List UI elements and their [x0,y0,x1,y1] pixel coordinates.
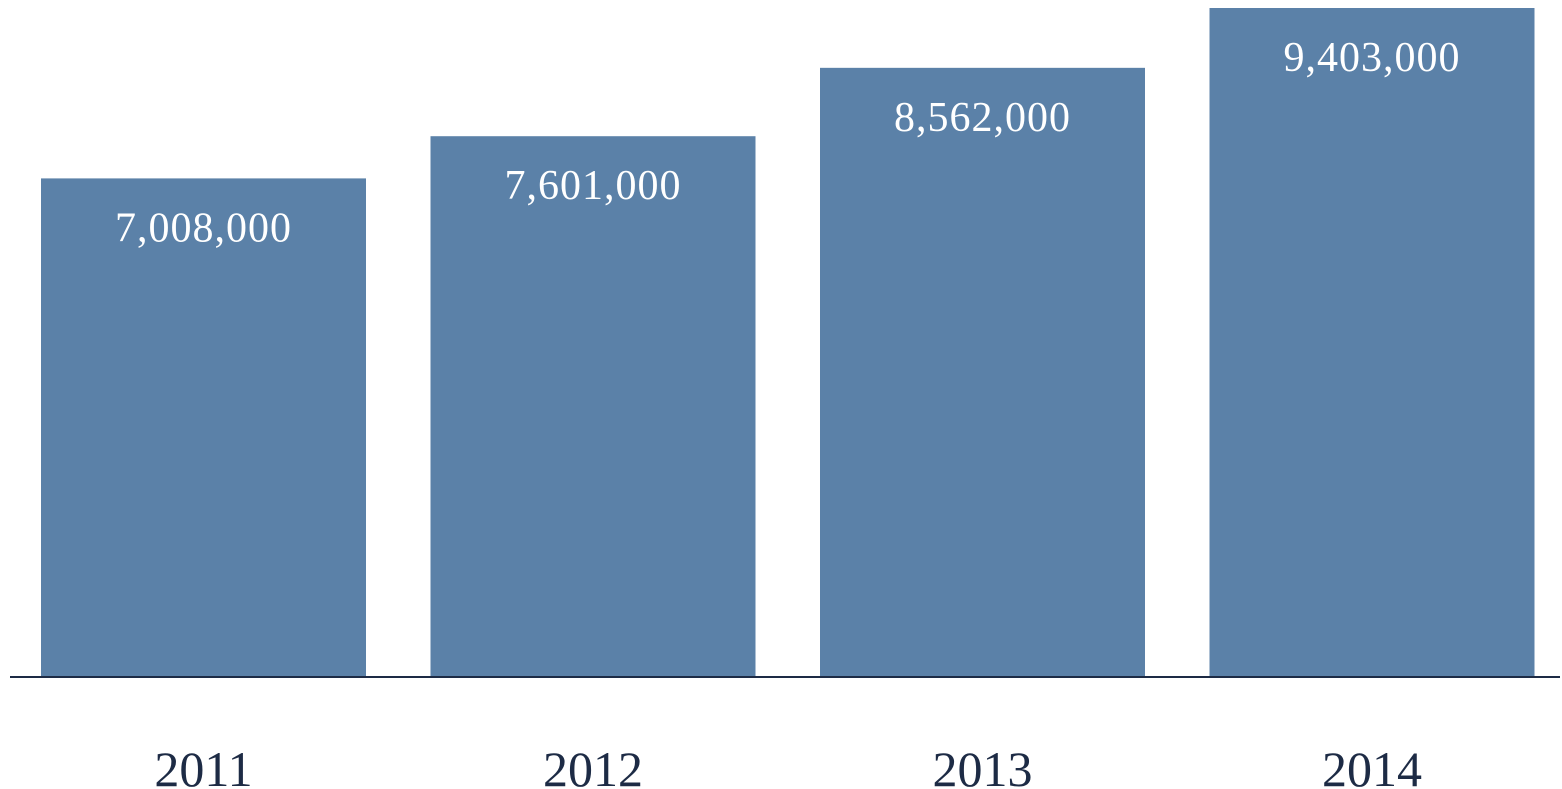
bar-2012 [430,136,756,677]
bar-2014 [1209,8,1535,677]
category-label-2013: 2013 [933,741,1033,789]
value-label-2012: 7,601,000 [505,163,682,209]
value-label-2014: 9,403,000 [1284,35,1461,81]
category-label-2012: 2012 [543,741,643,789]
bar-2013 [820,67,1145,677]
category-labels-group: 2011 2012 2013 2014 [154,741,1422,789]
bars-group [41,8,1535,678]
value-label-2011: 7,008,000 [115,205,292,251]
category-label-2014: 2014 [1322,741,1422,789]
category-label-2011: 2011 [154,741,252,789]
value-labels-group: 7,008,000 7,601,000 8,562,000 9,403,000 [115,35,1461,251]
value-label-2013: 8,562,000 [894,95,1071,141]
bar-2011 [41,178,366,678]
